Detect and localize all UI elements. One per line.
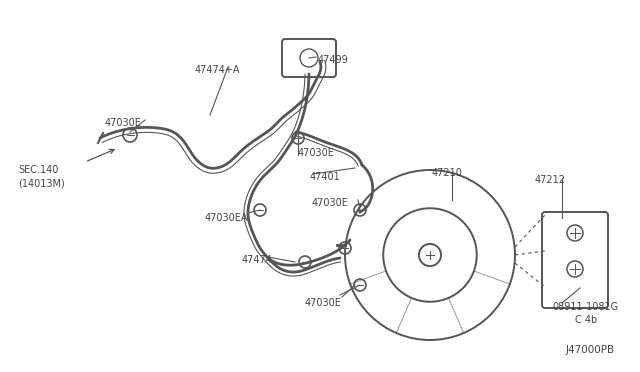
Text: 47212: 47212	[535, 175, 566, 185]
Text: C 4b: C 4b	[575, 315, 597, 325]
Text: 47030E: 47030E	[105, 118, 142, 128]
Text: 47030E: 47030E	[298, 148, 335, 158]
Text: 47499: 47499	[318, 55, 349, 65]
Text: 47401: 47401	[310, 172, 340, 182]
Text: 47030E: 47030E	[305, 298, 342, 308]
Text: 47030E: 47030E	[312, 198, 349, 208]
Text: 08911-1081G: 08911-1081G	[552, 302, 618, 312]
Text: 47474+A: 47474+A	[195, 65, 241, 75]
Text: 47210: 47210	[432, 168, 463, 178]
Text: 47474: 47474	[242, 255, 273, 265]
Text: (14013M): (14013M)	[18, 178, 65, 188]
Text: J47000PB: J47000PB	[566, 345, 615, 355]
Text: SEC.140: SEC.140	[18, 165, 58, 175]
Text: 47030EA: 47030EA	[205, 213, 248, 223]
